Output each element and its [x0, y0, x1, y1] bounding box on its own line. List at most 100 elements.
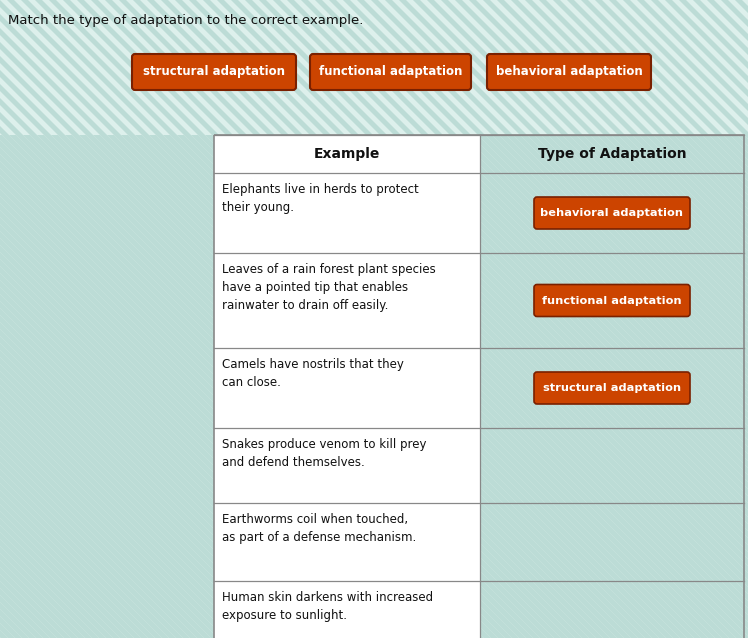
- Polygon shape: [735, 0, 748, 638]
- Polygon shape: [709, 135, 748, 638]
- Polygon shape: [469, 0, 748, 638]
- Polygon shape: [0, 135, 318, 638]
- Polygon shape: [0, 0, 358, 638]
- Polygon shape: [91, 0, 736, 638]
- Polygon shape: [0, 0, 414, 638]
- Polygon shape: [0, 0, 582, 638]
- Polygon shape: [0, 0, 428, 638]
- Polygon shape: [79, 135, 612, 638]
- Polygon shape: [553, 0, 748, 638]
- Polygon shape: [343, 0, 748, 638]
- Polygon shape: [0, 0, 120, 638]
- Text: structural adaptation: structural adaptation: [143, 66, 285, 78]
- Polygon shape: [0, 0, 134, 638]
- Text: Type of Adaptation: Type of Adaptation: [538, 147, 687, 161]
- Polygon shape: [639, 135, 748, 638]
- Polygon shape: [0, 0, 162, 638]
- Polygon shape: [625, 135, 748, 638]
- Polygon shape: [0, 135, 444, 638]
- Polygon shape: [611, 135, 748, 638]
- Polygon shape: [245, 0, 748, 638]
- Polygon shape: [595, 0, 748, 638]
- Text: Human skin darkens with increased
exposure to sunlight.: Human skin darkens with increased exposu…: [222, 591, 433, 622]
- Polygon shape: [0, 135, 150, 638]
- Polygon shape: [49, 0, 694, 638]
- Polygon shape: [147, 0, 748, 638]
- Text: Elephants live in herds to protect
their young.: Elephants live in herds to protect their…: [222, 183, 419, 214]
- Polygon shape: [737, 135, 748, 638]
- Polygon shape: [259, 0, 748, 638]
- Polygon shape: [387, 135, 748, 638]
- Polygon shape: [581, 0, 748, 638]
- Polygon shape: [541, 135, 748, 638]
- Polygon shape: [107, 135, 640, 638]
- Polygon shape: [455, 0, 748, 638]
- Polygon shape: [695, 135, 748, 638]
- Polygon shape: [177, 135, 710, 638]
- Polygon shape: [0, 135, 206, 638]
- Polygon shape: [637, 0, 748, 638]
- Polygon shape: [511, 0, 748, 638]
- Polygon shape: [0, 0, 232, 638]
- Bar: [480, 135, 744, 638]
- Polygon shape: [723, 135, 748, 638]
- Polygon shape: [357, 0, 748, 638]
- Polygon shape: [0, 135, 528, 638]
- Polygon shape: [0, 135, 472, 638]
- Bar: [214, 135, 480, 638]
- Polygon shape: [7, 0, 652, 638]
- Polygon shape: [555, 135, 748, 638]
- Polygon shape: [721, 0, 748, 638]
- Polygon shape: [219, 135, 748, 638]
- Polygon shape: [359, 135, 748, 638]
- Text: behavioral adaptation: behavioral adaptation: [541, 208, 684, 218]
- Polygon shape: [287, 0, 748, 638]
- Polygon shape: [0, 0, 526, 638]
- Polygon shape: [0, 0, 260, 638]
- Polygon shape: [0, 135, 220, 638]
- Polygon shape: [0, 0, 64, 638]
- Polygon shape: [623, 0, 748, 638]
- Polygon shape: [0, 0, 442, 638]
- Text: functional adaptation: functional adaptation: [319, 66, 462, 78]
- Polygon shape: [0, 0, 596, 638]
- Polygon shape: [0, 135, 164, 638]
- Polygon shape: [0, 135, 108, 638]
- Polygon shape: [217, 0, 748, 638]
- Polygon shape: [373, 135, 748, 638]
- Polygon shape: [191, 135, 724, 638]
- Polygon shape: [0, 0, 554, 638]
- Polygon shape: [0, 135, 500, 638]
- Polygon shape: [0, 0, 176, 638]
- Polygon shape: [0, 135, 360, 638]
- Polygon shape: [23, 135, 556, 638]
- Polygon shape: [303, 135, 748, 638]
- Polygon shape: [345, 135, 748, 638]
- Polygon shape: [0, 135, 402, 638]
- Polygon shape: [0, 135, 24, 638]
- Polygon shape: [0, 135, 290, 638]
- Polygon shape: [0, 0, 400, 638]
- Polygon shape: [0, 0, 512, 638]
- Polygon shape: [261, 135, 748, 638]
- Polygon shape: [441, 0, 748, 638]
- Polygon shape: [0, 0, 204, 638]
- Polygon shape: [443, 135, 748, 638]
- Polygon shape: [0, 135, 192, 638]
- Bar: [214, 135, 480, 173]
- Polygon shape: [0, 0, 92, 638]
- Polygon shape: [665, 0, 748, 638]
- Polygon shape: [77, 0, 722, 638]
- Polygon shape: [0, 135, 486, 638]
- Polygon shape: [0, 0, 8, 638]
- Polygon shape: [401, 135, 748, 638]
- Polygon shape: [609, 0, 748, 638]
- Polygon shape: [0, 0, 498, 638]
- Polygon shape: [457, 135, 748, 638]
- Polygon shape: [175, 0, 748, 638]
- Polygon shape: [0, 0, 624, 638]
- Polygon shape: [0, 135, 276, 638]
- Polygon shape: [567, 0, 748, 638]
- FancyBboxPatch shape: [487, 54, 651, 90]
- Polygon shape: [0, 0, 106, 638]
